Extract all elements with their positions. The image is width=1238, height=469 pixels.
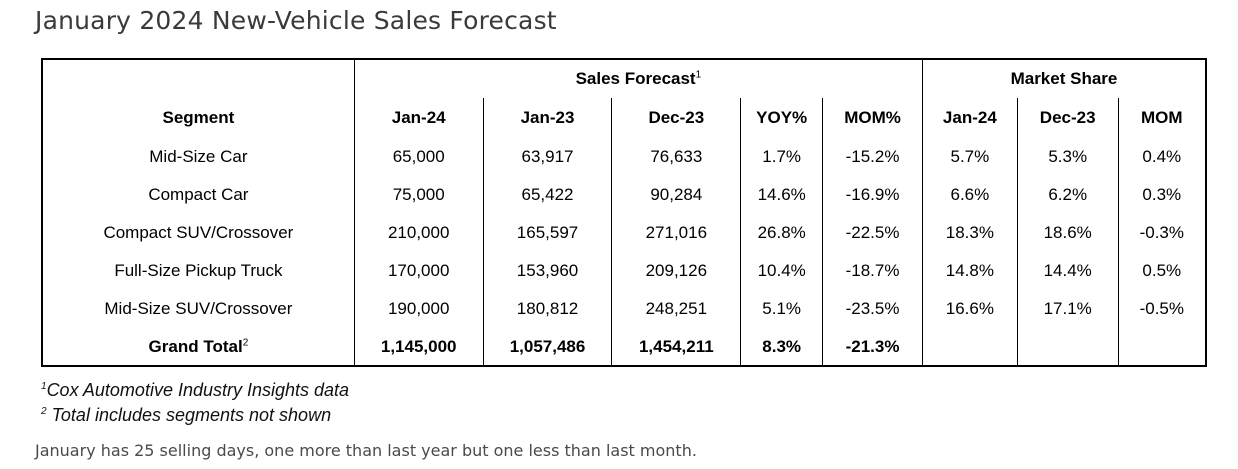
- total-cell: [1016, 328, 1119, 366]
- grand-total-label: Grand Total2: [42, 328, 354, 366]
- table-row: Mid-Size Car 65,000 63,917 76,633 1.7% -…: [42, 138, 1206, 176]
- table-cell: 210,000: [353, 214, 484, 252]
- segment-cell: Mid-Size Car: [149, 147, 248, 166]
- table-cell: 14.6%: [740, 176, 823, 214]
- column-header: Segment: [162, 108, 235, 127]
- table-cell: 90,284: [611, 176, 741, 214]
- table-cell: -0.5%: [1117, 290, 1206, 328]
- total-cell: [921, 328, 1018, 366]
- table-cell: 65,000: [353, 138, 484, 176]
- table-cell: -23.5%: [822, 290, 923, 328]
- table-cell: -16.9%: [822, 176, 923, 214]
- total-cell: 1,057,486: [482, 328, 612, 366]
- footnote: 2 Total includes segments not shown: [41, 405, 331, 426]
- column-header: MOM%: [822, 98, 923, 138]
- table-row: Compact Car 75,000 65,422 90,284 14.6% -…: [42, 176, 1206, 214]
- footnote-mark: 2: [41, 406, 47, 417]
- total-cell: 1,454,211: [611, 328, 741, 366]
- table-cell: 75,000: [353, 176, 484, 214]
- footnote-mark: 2: [242, 336, 249, 348]
- footnote-text: Total includes segments not shown: [51, 405, 332, 425]
- table-cell: -15.2%: [822, 138, 923, 176]
- total-cell: -21.3%: [822, 328, 923, 366]
- grand-total-text: Grand Total: [148, 336, 243, 356]
- table-cell: 26.8%: [740, 214, 823, 252]
- table-row: Compact SUV/Crossover 210,000 165,597 27…: [42, 214, 1206, 252]
- table-cell: 10.4%: [740, 252, 823, 290]
- footnote: 1Cox Automotive Industry Insights data: [41, 380, 349, 401]
- column-header: MOM: [1117, 98, 1206, 138]
- selling-days-note: January has 25 selling days, one more th…: [35, 441, 697, 460]
- segment-cell: Full-Size Pickup Truck: [114, 261, 283, 280]
- page-title: January 2024 New-Vehicle Sales Forecast: [35, 6, 557, 35]
- empty-header-cell: [42, 59, 354, 98]
- table-cell: 0.3%: [1117, 176, 1206, 214]
- table-cell: 63,917: [482, 138, 612, 176]
- table-cell: 271,016: [611, 214, 741, 252]
- table-cell: 190,000: [353, 290, 484, 328]
- column-header-row: Segment Jan-24 Jan-23 Dec-23 YOY% MOM% J…: [42, 98, 1206, 138]
- table-cell: 153,960: [482, 252, 612, 290]
- table-cell: 6.2%: [1016, 176, 1119, 214]
- footnote-mark: 1: [695, 69, 702, 81]
- column-header: Dec-23: [611, 98, 741, 138]
- table-row: Mid-Size SUV/Crossover 190,000 180,812 2…: [42, 290, 1206, 328]
- column-header: Jan-24: [353, 98, 484, 138]
- table-cell: 170,000: [353, 252, 484, 290]
- table-cell: 248,251: [611, 290, 741, 328]
- column-header: Jan-24: [921, 98, 1018, 138]
- column-header: Dec-23: [1016, 98, 1119, 138]
- table-cell: 17.1%: [1016, 290, 1119, 328]
- table-row: Full-Size Pickup Truck 170,000 153,960 2…: [42, 252, 1206, 290]
- grand-total-row: Grand Total2 1,145,000 1,057,486 1,454,2…: [42, 328, 1206, 366]
- segment-cell: Compact SUV/Crossover: [103, 223, 294, 242]
- table-cell: 18.6%: [1016, 214, 1119, 252]
- sales-forecast-group-header: Sales Forecast1: [353, 59, 923, 98]
- total-cell: 1,145,000: [353, 328, 484, 366]
- table-cell: 18.3%: [921, 214, 1018, 252]
- table-cell: 65,422: [482, 176, 612, 214]
- column-header: YOY%: [740, 98, 823, 138]
- table-cell: 5.3%: [1016, 138, 1119, 176]
- market-share-group-header: Market Share: [921, 59, 1206, 98]
- table-cell: 14.8%: [921, 252, 1018, 290]
- table-cell: 16.6%: [921, 290, 1018, 328]
- table-cell: 5.7%: [921, 138, 1018, 176]
- footnote-text: Cox Automotive Industry Insights data: [46, 380, 350, 400]
- table-cell: 76,633: [611, 138, 741, 176]
- group-header-row: Sales Forecast1 Market Share: [42, 59, 1206, 98]
- table-cell: 5.1%: [740, 290, 823, 328]
- total-cell: [1117, 328, 1206, 366]
- table-cell: 1.7%: [740, 138, 823, 176]
- sales-forecast-label: Sales Forecast: [575, 69, 696, 88]
- segment-cell: Mid-Size SUV/Crossover: [104, 299, 293, 318]
- sales-forecast-table: Sales Forecast1 Market Share Segment Jan…: [41, 58, 1207, 367]
- table-cell: 14.4%: [1016, 252, 1119, 290]
- table-cell: 6.6%: [921, 176, 1018, 214]
- segment-cell: Compact Car: [148, 185, 249, 204]
- column-header: Jan-23: [482, 98, 612, 138]
- table-cell: 0.5%: [1117, 252, 1206, 290]
- table-cell: -0.3%: [1117, 214, 1206, 252]
- footnote-mark: 1: [41, 381, 47, 392]
- table-cell: -22.5%: [822, 214, 923, 252]
- table-cell: 209,126: [611, 252, 741, 290]
- table-cell: 180,812: [482, 290, 612, 328]
- table-cell: 0.4%: [1117, 138, 1206, 176]
- total-cell: 8.3%: [740, 328, 823, 366]
- table-cell: -18.7%: [822, 252, 923, 290]
- table-cell: 165,597: [482, 214, 612, 252]
